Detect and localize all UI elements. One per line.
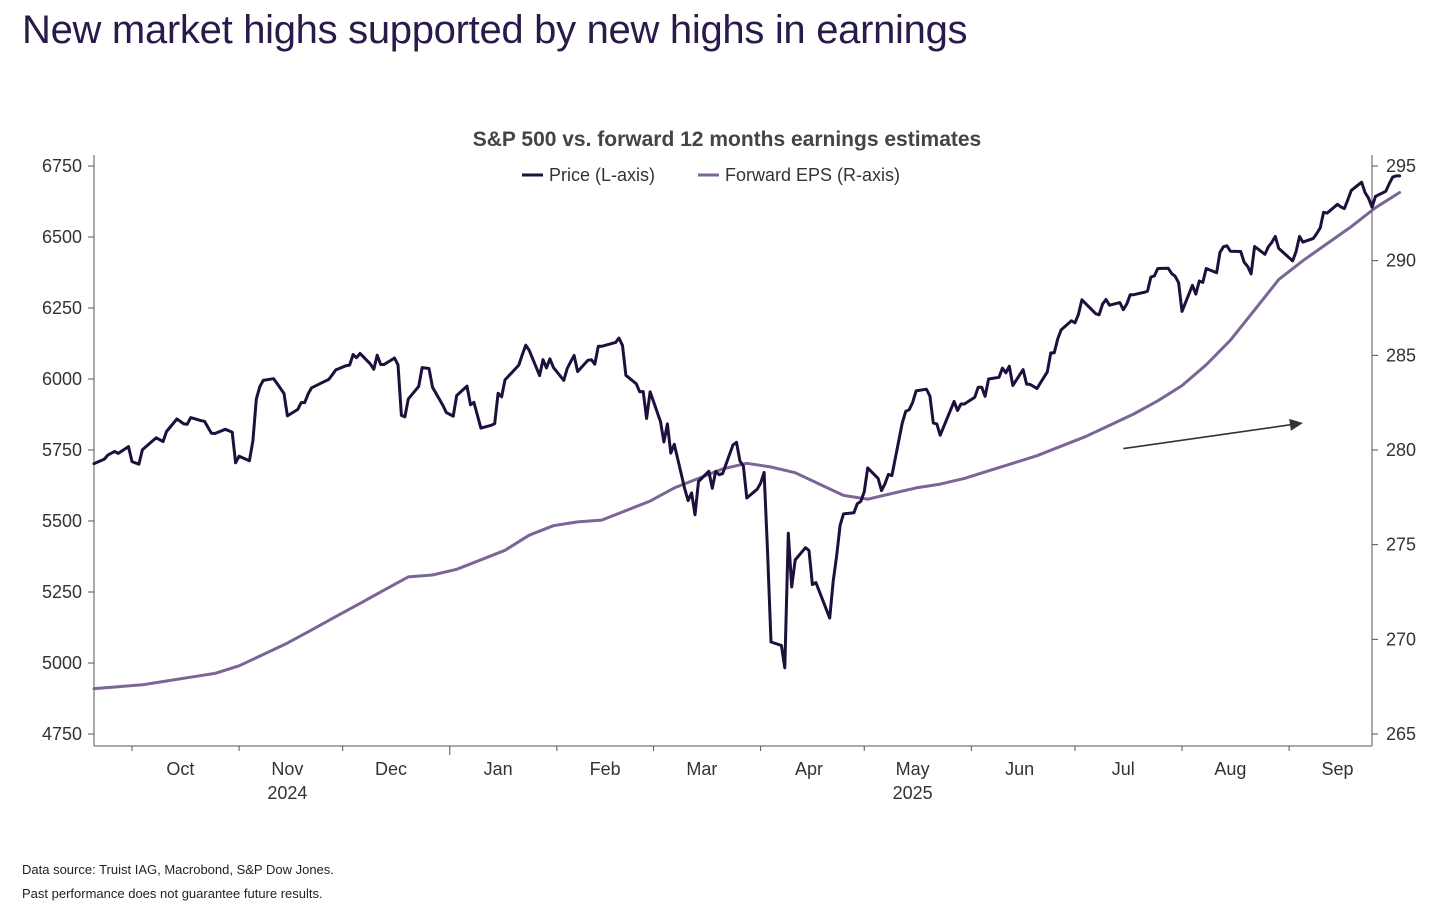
axes: 4750 5000 5250 5500 5750 6000 6250 6500 6750 265 2… [42, 155, 1416, 803]
y-left-tick-label: 6750 [42, 156, 82, 176]
arrow-head [1289, 418, 1303, 431]
plot-area [92, 174, 1402, 691]
legend-price-label: Price (L-axis) [549, 165, 655, 185]
legend: Price (L-axis) Forward EPS (R-axis) [522, 165, 900, 185]
page-title: New market highs supported by new highs … [22, 8, 968, 52]
data-source-note: Data source: Truist IAG, Macrobond, S&P … [22, 862, 334, 877]
x-tick-label: Jan [484, 759, 513, 779]
x-year-label: 2024 [267, 783, 307, 803]
y-left-tick-label: 6000 [42, 369, 82, 389]
y-left-tick-label: 5250 [42, 582, 82, 602]
x-tick-label: Aug [1214, 759, 1246, 779]
x-tick-label: Jul [1112, 759, 1135, 779]
y-right-tick-label: 285 [1386, 345, 1416, 365]
y-left-tick-label: 5500 [42, 511, 82, 531]
series-price-line [92, 174, 1402, 670]
y-left-tick-label: 6250 [42, 298, 82, 318]
arrow-shaft [1123, 424, 1291, 450]
x-tick-label: Apr [795, 759, 823, 779]
x-tick-label: Dec [375, 759, 407, 779]
legend-eps-label: Forward EPS (R-axis) [725, 165, 900, 185]
disclaimer-note: Past performance does not guarantee futu… [22, 886, 323, 901]
x-year-label: 2025 [893, 783, 933, 803]
y-right-tick-label: 290 [1386, 251, 1416, 271]
y-right-tick-label: 295 [1386, 156, 1416, 176]
y-left-tick-label: 4750 [42, 724, 82, 744]
x-tick-label: Sep [1321, 759, 1353, 779]
y-right-tick-label: 265 [1386, 724, 1416, 744]
x-tick-label: Oct [166, 759, 194, 779]
y-right-tick-label: 280 [1386, 440, 1416, 460]
y-left-tick-label: 5750 [42, 440, 82, 460]
x-tick-label: May [896, 759, 930, 779]
x-tick-label: Nov [271, 759, 303, 779]
y-left-tick-label: 6500 [42, 227, 82, 247]
y-right-tick-label: 270 [1386, 629, 1416, 649]
y-left-tick-label: 5000 [42, 653, 82, 673]
chart-title: S&P 500 vs. forward 12 months earnings e… [473, 128, 981, 151]
x-tick-label: Mar [686, 759, 717, 779]
y-right-tick-label: 275 [1386, 535, 1416, 555]
x-tick-label: Jun [1005, 759, 1034, 779]
series-eps-line [92, 191, 1402, 691]
x-tick-label: Feb [590, 759, 621, 779]
trend-arrow [1123, 418, 1303, 450]
